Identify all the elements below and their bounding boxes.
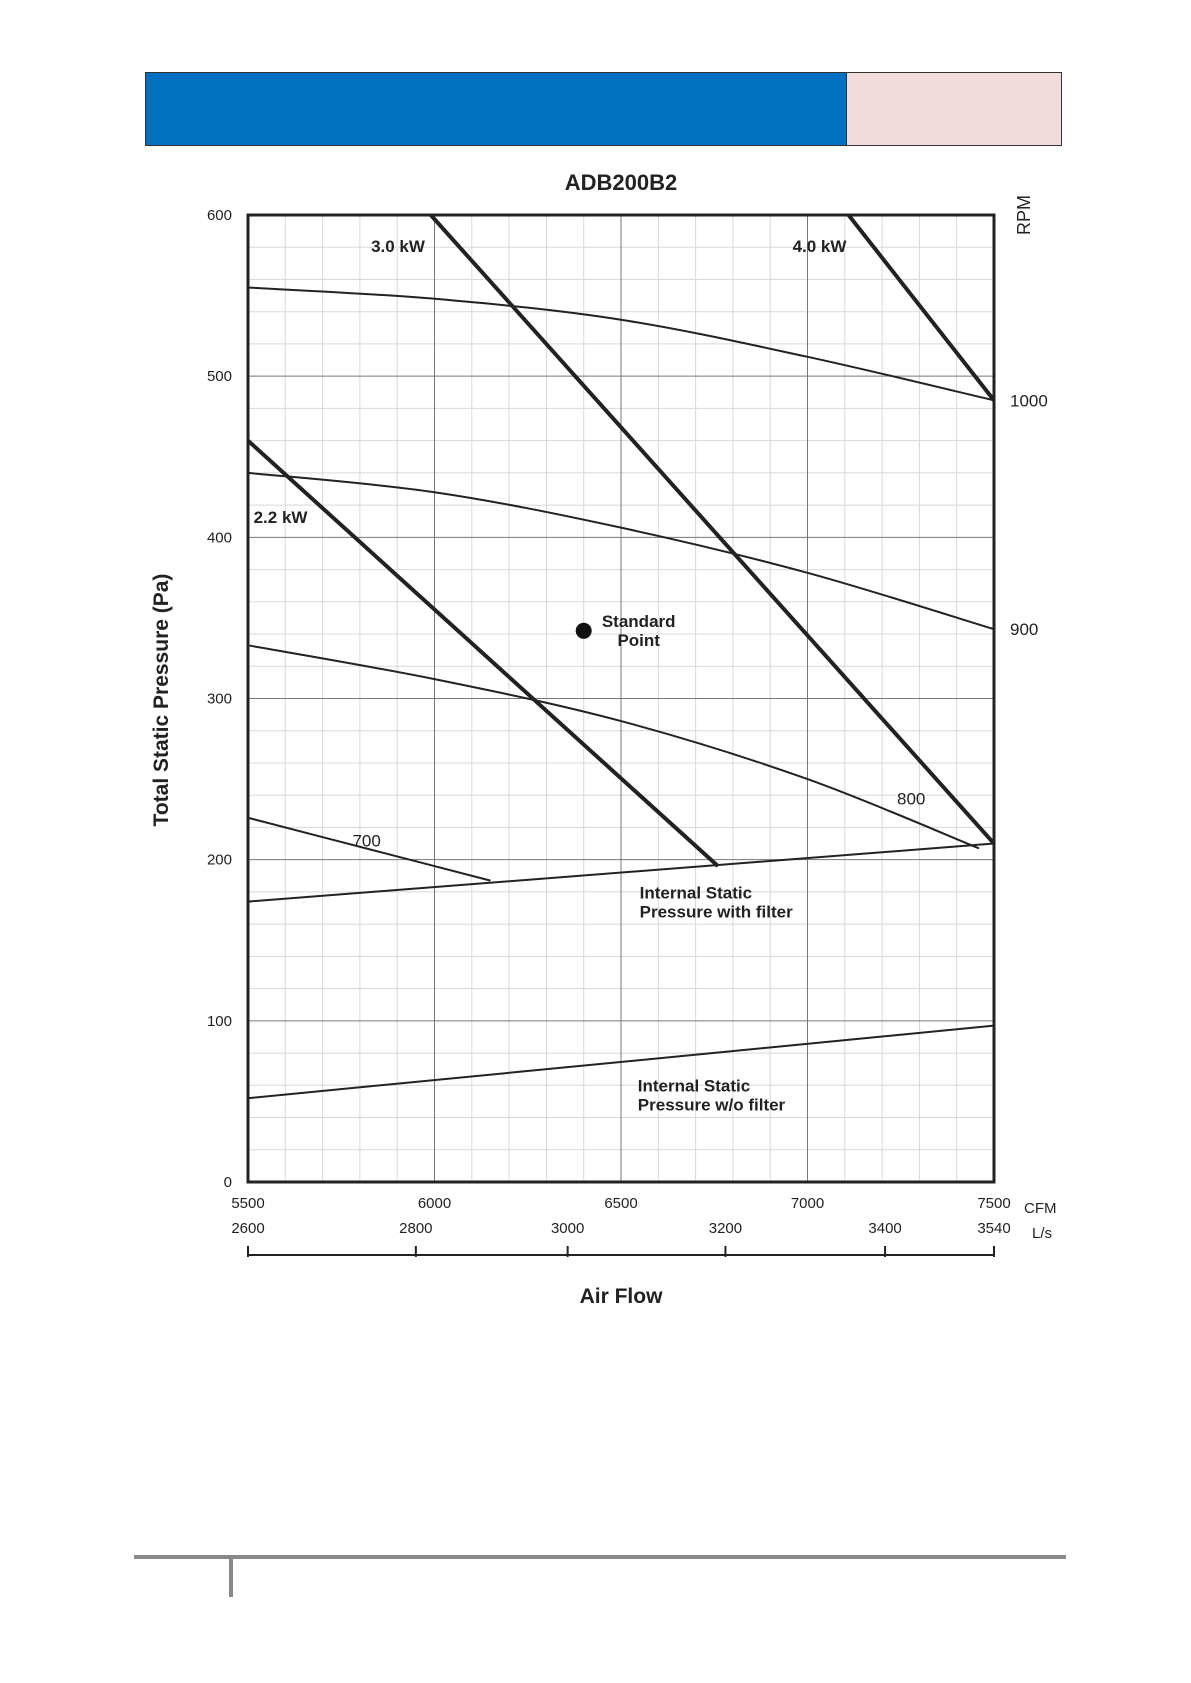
rpm-curve-900	[247, 471, 995, 631]
label-layer: 0 100 200 300 400 500 600 5500 6000 6500 7000 7500 2…	[207, 207, 1048, 1257]
rpm-curve-1000	[247, 286, 995, 402]
rpm-label-700: 700	[352, 831, 380, 850]
power-line-4-0-kw	[846, 213, 996, 402]
x-unit-ls: L/s	[1032, 1225, 1052, 1242]
x-tick-label-ls: 3200	[709, 1220, 742, 1237]
rpm-label-900: 900	[1010, 620, 1038, 639]
x-tick-label-ls: 3000	[551, 1220, 584, 1237]
rpm-curve-700	[247, 816, 491, 882]
y-tick-label: 100	[207, 1013, 232, 1030]
y-tick-label: 500	[207, 368, 232, 385]
power-label-3-0-kw: 3.0 kW	[371, 237, 426, 256]
internal-static-with-filter-label: Internal Static	[640, 883, 752, 902]
rpm-axis-label: RPM	[1014, 195, 1034, 235]
rpm-curve-800	[247, 644, 980, 850]
footer-divider	[229, 1557, 233, 1597]
power-line-3-0-kw	[429, 213, 996, 845]
rpm-label-1000: 1000	[1010, 391, 1048, 410]
internal-static-with-filter-line	[247, 842, 995, 903]
y-tick-label: 300	[207, 691, 232, 708]
header-pink-block	[846, 73, 1061, 145]
x-tick-label-cfm: 7500	[977, 1195, 1010, 1212]
internal-static-without-filter-label: Pressure w/o filter	[638, 1096, 786, 1115]
standard-point-label: Standard	[602, 612, 676, 631]
y-tick-label: 0	[224, 1174, 232, 1191]
y-tick-label: 400	[207, 529, 232, 546]
rpm-label-800: 800	[897, 789, 925, 808]
x-axis-label: Air Flow	[580, 1285, 663, 1308]
y-tick-label: 600	[207, 207, 232, 224]
x-tick-label-cfm: 5500	[231, 1195, 264, 1212]
chart-title: ADB200B2	[565, 170, 678, 195]
x-tick-label-ls: 3400	[868, 1220, 901, 1237]
x-unit-cfm: CFM	[1024, 1200, 1057, 1217]
power-label-4-0-kw: 4.0 kW	[793, 237, 848, 256]
x-tick-label-cfm: 7000	[791, 1195, 824, 1212]
series-layer	[246, 213, 996, 1100]
internal-static-with-filter-label: Pressure with filter	[640, 902, 793, 921]
x-tick-label-cfm: 6500	[604, 1195, 637, 1212]
y-axis-label: Total Static Pressure (Pa)	[150, 574, 173, 827]
x-tick-label-ls: 2800	[399, 1220, 432, 1237]
power-label-2-2-kw: 2.2 kW	[254, 508, 309, 527]
standard-point-label: Point	[617, 631, 660, 650]
x-tick-label-ls: 2600	[231, 1220, 264, 1237]
major-grid	[246, 213, 996, 1184]
internal-static-without-filter-line	[247, 1024, 995, 1100]
y-tick-label: 200	[207, 852, 232, 869]
page-header-bar	[145, 72, 1062, 146]
footer-rule	[134, 1555, 1066, 1559]
x-tick-label-cfm: 6000	[418, 1195, 451, 1212]
standard-point-marker	[575, 622, 592, 639]
power-line-2-2-kw	[246, 439, 720, 868]
x-tick-label-ls: 3540	[977, 1220, 1010, 1237]
header-blue-block	[146, 73, 846, 145]
internal-static-without-filter-label: Internal Static	[638, 1077, 750, 1096]
plot-frame	[246, 213, 996, 1184]
